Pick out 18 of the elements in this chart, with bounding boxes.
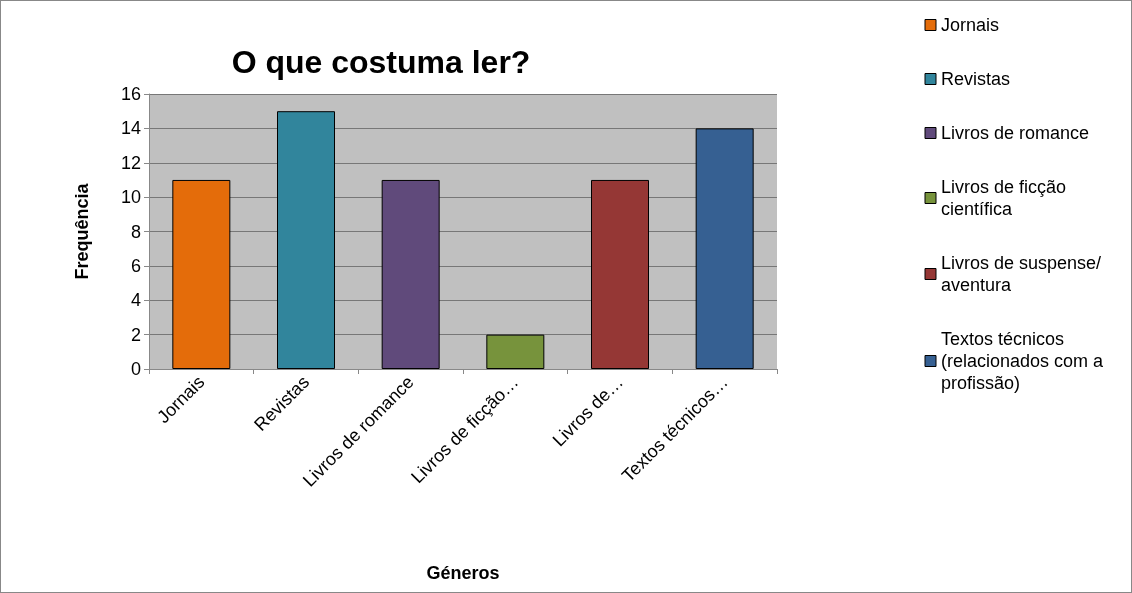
legend-label: Livros de romance — [941, 123, 1090, 143]
legend-label: Livros de ficção científica — [941, 177, 1072, 219]
legend-label: Textos técnicos (relacionados com a profissão) — [941, 329, 1109, 393]
y-tick-label: 6 — [130, 255, 141, 276]
x-axis-title: Géneros — [426, 563, 500, 583]
y-tick-label: 4 — [130, 290, 141, 311]
legend-label: Jornais — [941, 15, 1000, 35]
y-tick-label: 12 — [120, 152, 141, 173]
y-tick-label: 8 — [130, 221, 141, 242]
y-tick-label: 2 — [130, 324, 141, 345]
chart-title: O que costuma ler? — [231, 44, 531, 80]
legend-label: Livros de suspense/aventura — [941, 253, 1102, 295]
legend-label: Revistas — [941, 69, 1011, 89]
y-axis-title: Frequência — [72, 182, 92, 280]
y-tick-label: 16 — [120, 84, 141, 104]
y-tick-label: 0 — [130, 359, 141, 379]
y-tick-label: 10 — [120, 187, 141, 208]
y-tick-label: 14 — [120, 118, 141, 139]
